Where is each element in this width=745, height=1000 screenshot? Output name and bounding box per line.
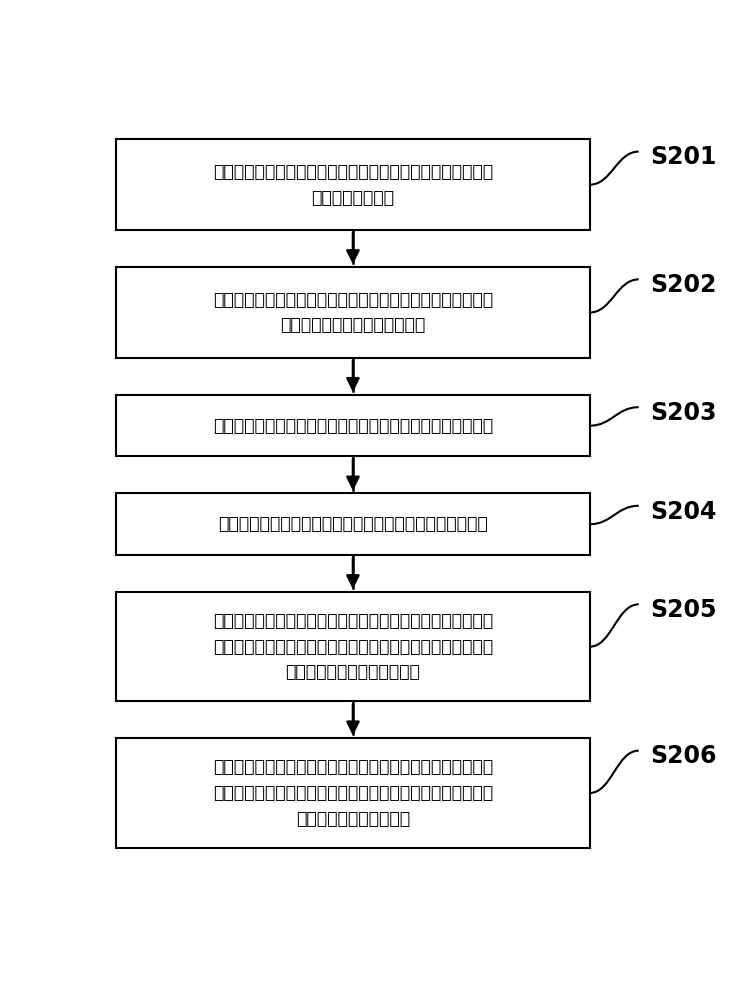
Text: 每个神经网络模块从运算出的信号中识别出特征波形进行输出: 每个神经网络模块从运算出的信号中识别出特征波形进行输出 (213, 417, 493, 435)
FancyBboxPatch shape (116, 592, 590, 701)
Text: 模糊逻辑模式识别模块将接收的各特征波形与原始的心电图信
号进行比较，根据各特征波形与所述心电图信号之间的误差，
分别计算各特征波形的优先级: 模糊逻辑模式识别模块将接收的各特征波形与原始的心电图信 号进行比较，根据各特征波… (213, 612, 493, 681)
Text: 模糊逻辑模式识别模块接收各神经网络模块输出的特征波形: 模糊逻辑模式识别模块接收各神经网络模块输出的特征波形 (218, 515, 488, 533)
Text: S202: S202 (650, 273, 717, 297)
FancyBboxPatch shape (116, 738, 590, 848)
Text: 模糊逻辑模式识别模块根据为各特征波形设置的病史权重值，
对各特征波形的优先级进行加权运算后，将特征波形与其加权
后的优先级进行对应输出: 模糊逻辑模式识别模块根据为各特征波形设置的病史权重值， 对各特征波形的优先级进行… (213, 758, 493, 828)
FancyBboxPatch shape (116, 395, 590, 456)
Text: S206: S206 (650, 744, 717, 768)
FancyBboxPatch shape (116, 139, 590, 230)
Text: 每个神经网络模块根据其特征波形识别算法对输入的心电图信
号进行运算，得到运算出的信号: 每个神经网络模块根据其特征波形识别算法对输入的心电图信 号进行运算，得到运算出的… (213, 291, 493, 334)
Text: S203: S203 (650, 401, 717, 425)
Text: S201: S201 (650, 145, 717, 169)
FancyBboxPatch shape (116, 267, 590, 358)
Text: S205: S205 (650, 598, 717, 622)
Text: S204: S204 (650, 500, 717, 524)
Text: 在心电图特征波形识别系统中经过训练的各神经网络模块接收
输入的心电图信号: 在心电图特征波形识别系统中经过训练的各神经网络模块接收 输入的心电图信号 (213, 163, 493, 207)
FancyBboxPatch shape (116, 493, 590, 555)
